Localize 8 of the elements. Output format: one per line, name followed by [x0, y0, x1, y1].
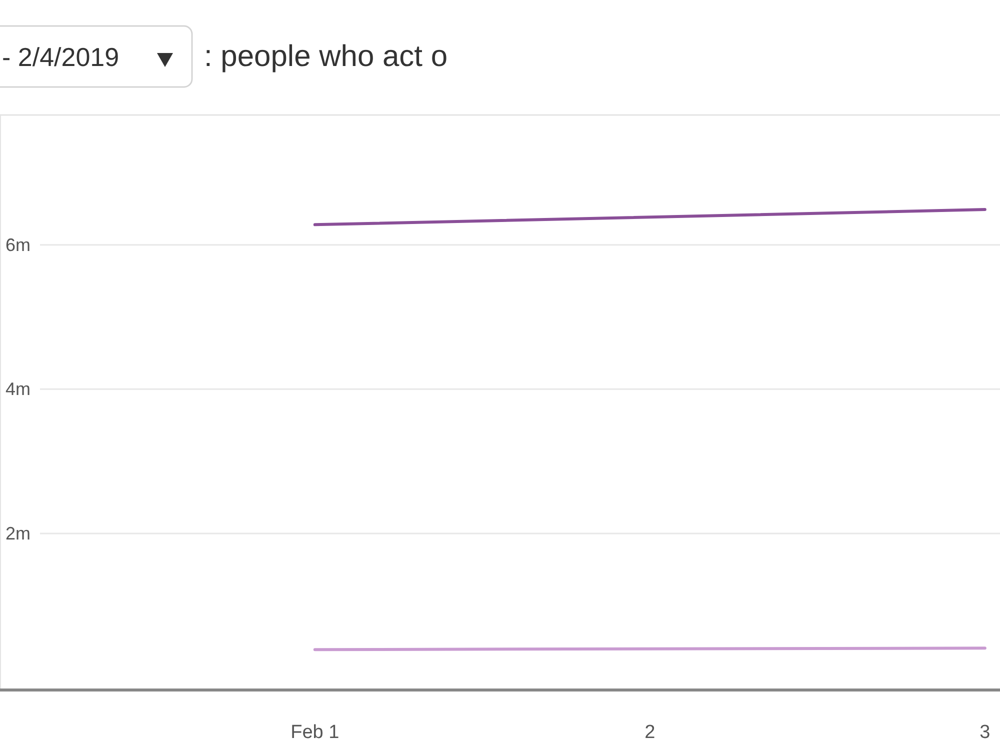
y-tick-label: 4m: [5, 379, 31, 400]
x-tick-label: 3: [980, 722, 990, 743]
y-tick-label: 2m: [5, 523, 31, 544]
x-tick-label: Feb 1: [290, 722, 340, 743]
text: - 2/4/2019: [2, 42, 120, 72]
chart-title: : people who act o: [204, 40, 448, 73]
y-tick-label: 6m: [5, 234, 31, 255]
x-tick-label: 2: [644, 722, 656, 743]
